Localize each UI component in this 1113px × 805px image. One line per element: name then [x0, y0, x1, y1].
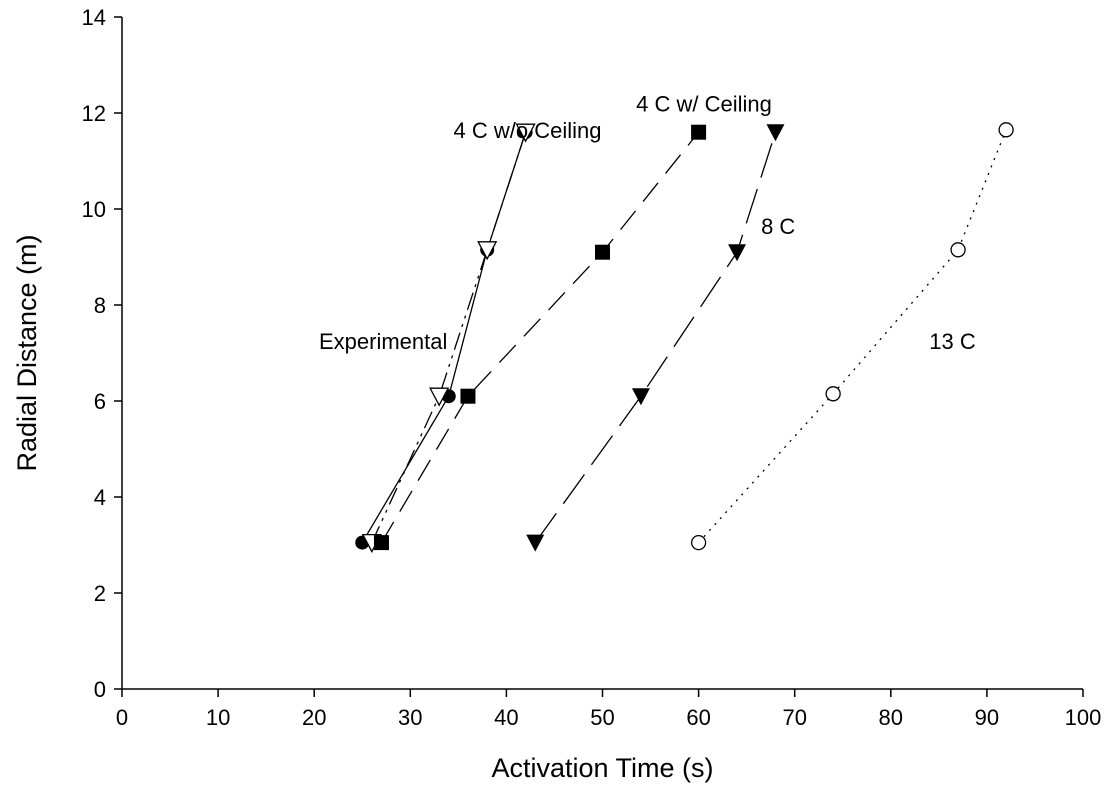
- filled-square-marker: [460, 388, 476, 404]
- filled-triangle-marker: [728, 244, 747, 262]
- filled-square-marker: [373, 535, 389, 551]
- x-tick-label: 70: [782, 705, 806, 730]
- series: [380, 131, 700, 543]
- series-line: [361, 131, 527, 543]
- filled-triangle-marker: [526, 534, 545, 552]
- open-triangle-marker: [429, 387, 450, 407]
- open-circle-marker: [950, 242, 966, 258]
- series-line: [534, 132, 777, 543]
- x-tick-label: 0: [116, 705, 128, 730]
- y-tick-label: 4: [94, 485, 106, 510]
- y-tick-label: 14: [82, 5, 106, 30]
- y-tick-label: 2: [94, 581, 106, 606]
- y-tick-label: 8: [94, 293, 106, 318]
- series-markers: [373, 124, 707, 551]
- annotation-label: 13 C: [929, 329, 976, 354]
- x-tick-label: 20: [302, 705, 326, 730]
- annotations: 4 C w/o Ceiling 4 C w/ Ceiling 8 C Exper…: [319, 91, 976, 354]
- series-markers: [526, 124, 785, 552]
- filled-square-marker: [691, 124, 707, 140]
- y-tick-label: 0: [94, 677, 106, 702]
- x-tick-label: 40: [494, 705, 518, 730]
- x-tick-label: 30: [398, 705, 422, 730]
- y-tick-label: 12: [82, 101, 106, 126]
- y-axis-ticks: 0 2 4 6 8 10 12 14: [82, 5, 122, 702]
- x-tick-label: 100: [1065, 705, 1102, 730]
- y-axis-title: Radial Distance (m): [12, 234, 42, 471]
- x-tick-label: 60: [686, 705, 710, 730]
- x-axis-title: Activation Time (s): [491, 753, 713, 783]
- open-triangle-marker: [515, 123, 536, 143]
- filled-triangle-marker: [766, 124, 785, 142]
- series-markers: [690, 122, 1014, 551]
- series: [361, 131, 527, 543]
- y-tick-label: 6: [94, 389, 106, 414]
- series: [534, 132, 777, 543]
- annotation-label: Experimental: [319, 329, 447, 354]
- open-triangle-marker: [477, 241, 498, 261]
- x-tick-label: 10: [206, 705, 230, 730]
- annotation-label: 4 C w/o Ceiling: [454, 118, 602, 143]
- filled-triangle-marker: [631, 388, 650, 406]
- open-circle-marker: [690, 534, 707, 551]
- plot-area: [355, 122, 1014, 553]
- annotation-label: 4 C w/ Ceiling: [636, 91, 772, 116]
- x-axis-ticks: 0 10 20 30 40 50 60 70 80 90 100: [116, 689, 1101, 730]
- open-circle-marker: [998, 122, 1014, 138]
- open-circle-marker: [825, 386, 841, 402]
- x-tick-label: 50: [590, 705, 614, 730]
- series-line: [380, 131, 700, 543]
- x-tick-label: 80: [879, 705, 903, 730]
- annotation-label: 8 C: [761, 214, 795, 239]
- filled-square-marker: [595, 244, 610, 260]
- y-tick-label: 10: [82, 197, 106, 222]
- x-tick-label: 90: [975, 705, 999, 730]
